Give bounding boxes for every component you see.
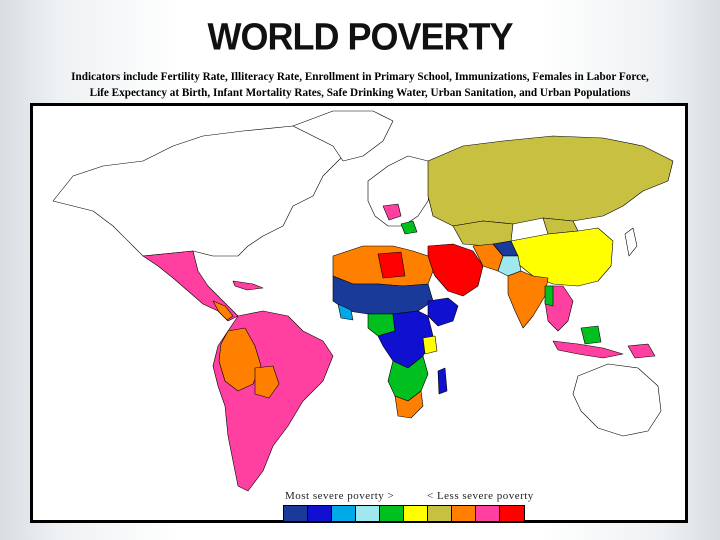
region-east-africa (422, 335, 438, 355)
subtitle-line-1: Indicators include Fertility Rate, Illit… (71, 71, 649, 83)
region-libya (377, 251, 406, 279)
slide-subtitle: Indicators include Fertility Rate, Illit… (40, 69, 680, 101)
region-balkans (400, 220, 418, 235)
legend-swatch-1 (284, 506, 308, 521)
slide-title: WORLD POVERTY (207, 14, 513, 58)
region-eastern-europe (382, 203, 402, 221)
region-india (507, 270, 549, 329)
region-middle-east (427, 243, 484, 297)
region-china (510, 227, 614, 287)
legend-swatch-7 (428, 506, 452, 521)
region-australia (572, 363, 662, 437)
legend-left-label: Most severe poverty > (285, 490, 395, 502)
legend-swatch-8 (452, 506, 476, 521)
region-new-guinea (627, 343, 656, 359)
region-andes (218, 327, 262, 392)
region-south-africa (394, 390, 424, 419)
legend-color-scale (283, 505, 525, 522)
legend-right-label: < Less severe poverty (427, 490, 534, 502)
legend-swatch-2 (308, 506, 332, 521)
world-map-frame (30, 103, 688, 523)
region-central-america-orange (212, 300, 234, 321)
region-japan (624, 227, 638, 257)
legend-swatch-5 (380, 506, 404, 521)
legend-swatch-6 (404, 506, 428, 521)
world-map (52, 110, 674, 492)
region-caribbean (232, 280, 264, 291)
region-bolivia (254, 365, 280, 399)
region-north-america (52, 123, 354, 257)
legend-swatch-4 (356, 506, 380, 521)
legend-swatch-10 (500, 506, 524, 521)
legend-swatch-9 (476, 506, 500, 521)
region-indonesia (552, 340, 624, 359)
region-myanmar (544, 285, 554, 307)
subtitle-line-2: Life Expectancy at Birth, Infant Mortali… (89, 87, 631, 99)
region-borneo (580, 325, 602, 345)
region-madagascar (437, 367, 448, 395)
region-west-africa-coast (337, 303, 354, 321)
legend-swatch-3 (332, 506, 356, 521)
region-horn-africa (427, 297, 459, 327)
region-greenland (292, 110, 394, 162)
region-russia (427, 135, 674, 227)
